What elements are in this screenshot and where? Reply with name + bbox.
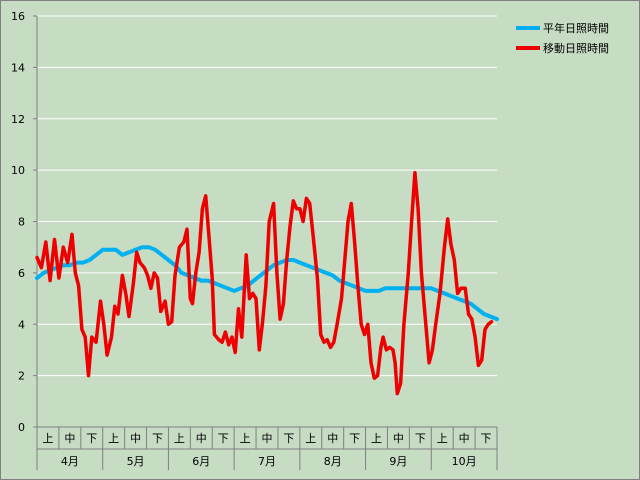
x-period-label: 上 [305,432,316,445]
x-period-label: 中 [130,432,141,445]
y-tick-label: 2 [18,370,25,383]
x-month-label: 9月 [389,455,407,468]
x-period-label: 下 [218,432,229,445]
x-period-label: 中 [327,432,338,445]
x-period-label: 上 [437,432,448,445]
x-month-label: 5月 [127,455,145,468]
y-tick-label: 0 [18,421,25,434]
series-lines [35,170,499,396]
legend-label-0: 平年日照時間 [543,21,609,35]
y-tick-label: 12 [11,113,25,126]
x-period-label: 上 [174,432,185,445]
x-period-label: 下 [349,432,360,445]
x-month-label: 10月 [452,455,477,468]
x-month-label: 6月 [192,455,210,468]
x-period-label: 上 [108,432,119,445]
x-period-label: 下 [283,432,294,445]
y-tick-label: 8 [18,216,25,229]
x-period-label: 中 [393,432,404,445]
x-period-label: 中 [64,432,75,445]
x-period-label: 下 [481,432,492,445]
x-period-label: 中 [262,432,273,445]
y-tick-label: 16 [11,10,25,23]
y-tick-label: 6 [18,267,25,280]
x-period-label: 上 [240,432,251,445]
x-period-label: 上 [42,432,53,445]
legend-label-1: 移動日照時間 [543,41,609,55]
y-tick-label: 4 [18,318,25,331]
y-tick-label: 10 [11,164,25,177]
y-axis: 0 2 4 6 8 10 12 14 16 [11,10,38,434]
x-axis: 上中下上中下上中下上中下上中下上中下上中下4月 5月 6月 7月 8月 9月 10月 [36,426,498,470]
x-period-label: 中 [196,432,207,445]
x-period-label: 中 [459,432,470,445]
x-period-label: 下 [86,432,97,445]
y-tick-label: 14 [11,61,25,74]
x-period-label: 上 [371,432,382,445]
x-period-label: 下 [152,432,163,445]
x-month-label: 4月 [61,455,79,468]
x-month-label: 7月 [258,455,276,468]
x-period-label: 下 [415,432,426,445]
x-month-label: 8月 [324,455,342,468]
series-line-1 [35,170,494,396]
